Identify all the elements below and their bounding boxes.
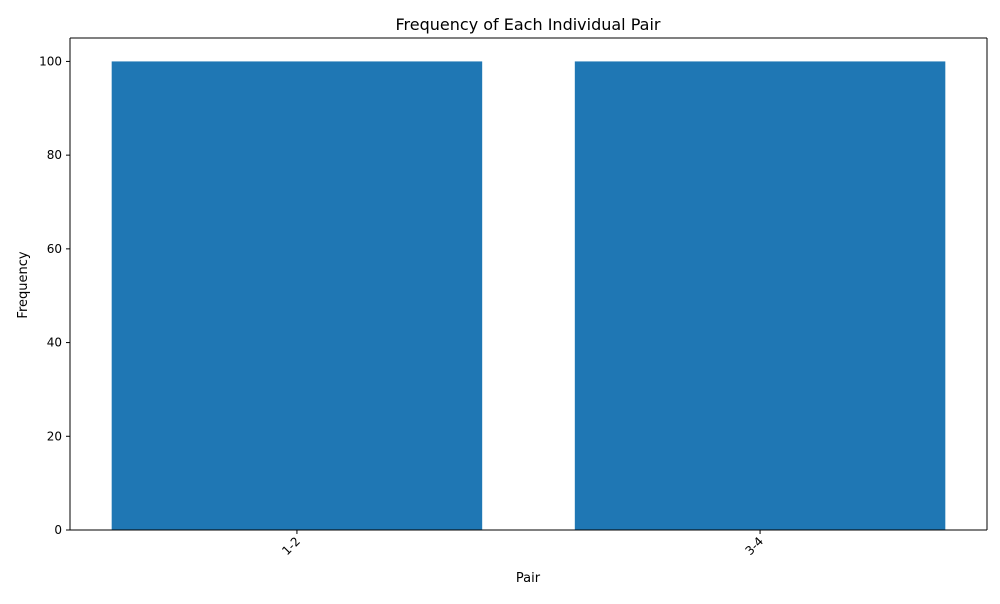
y-tick-label: 20 [47, 429, 62, 443]
bar-1-2 [111, 61, 483, 531]
y-tick-label: 80 [47, 148, 62, 162]
x-axis-label: Pair [516, 571, 541, 586]
chart-title: Frequency of Each Individual Pair [396, 15, 661, 34]
y-tick-label: 60 [47, 242, 62, 256]
y-axis-label: Frequency [16, 251, 31, 318]
y-tick-label: 100 [39, 54, 62, 68]
y-tick-label: 40 [47, 336, 62, 350]
bars-layer [111, 61, 946, 531]
y-tick-label: 0 [54, 523, 62, 537]
bar-3-4 [574, 61, 946, 531]
axes-layer [69, 37, 988, 531]
